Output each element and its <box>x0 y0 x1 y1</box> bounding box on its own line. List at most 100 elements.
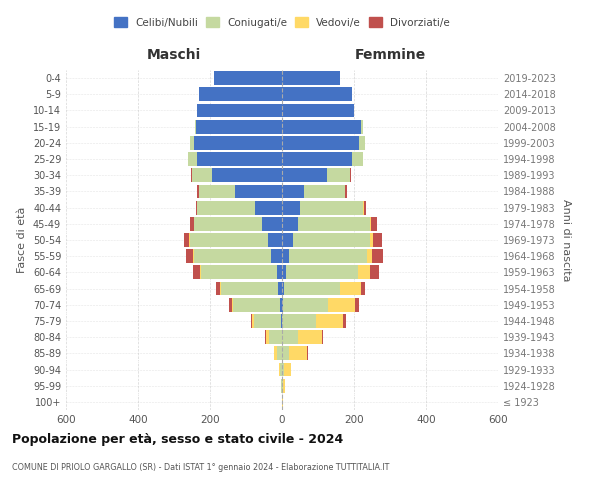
Bar <box>194 217 262 230</box>
Bar <box>282 200 300 214</box>
Bar <box>197 104 282 118</box>
Y-axis label: Fasce di età: Fasce di età <box>17 207 27 273</box>
Bar <box>282 330 298 344</box>
Bar <box>358 266 370 280</box>
Bar <box>278 282 282 296</box>
Bar <box>283 379 284 392</box>
Bar <box>277 346 282 360</box>
Bar <box>199 184 235 198</box>
Bar <box>343 314 346 328</box>
Bar <box>316 314 343 328</box>
Text: Popolazione per età, sesso e stato civile - 2024: Popolazione per età, sesso e stato civil… <box>12 432 343 446</box>
Bar <box>201 266 277 280</box>
Bar <box>345 184 347 198</box>
Bar <box>188 152 197 166</box>
Bar <box>232 298 233 312</box>
Legend: Celibi/Nubili, Coniugati/e, Vedovi/e, Divorziati/e: Celibi/Nubili, Coniugati/e, Vedovi/e, Di… <box>114 18 450 28</box>
Bar <box>282 266 286 280</box>
Bar <box>370 266 379 280</box>
Bar <box>284 282 340 296</box>
Bar <box>370 217 371 230</box>
Bar <box>193 250 194 263</box>
Bar <box>277 266 282 280</box>
Bar <box>196 120 282 134</box>
Bar <box>282 88 352 101</box>
Bar <box>282 184 304 198</box>
Bar <box>367 250 372 263</box>
Bar <box>293 233 370 247</box>
Bar <box>372 250 383 263</box>
Bar <box>352 152 363 166</box>
Bar <box>194 120 196 134</box>
Bar <box>268 233 282 247</box>
Bar <box>304 184 345 198</box>
Y-axis label: Anni di nascita: Anni di nascita <box>561 198 571 281</box>
Bar <box>289 346 307 360</box>
Bar <box>282 104 354 118</box>
Bar <box>328 298 355 312</box>
Bar <box>282 346 289 360</box>
Bar <box>254 314 281 328</box>
Bar <box>298 217 370 230</box>
Text: Femmine: Femmine <box>355 48 425 62</box>
Bar <box>269 330 282 344</box>
Bar <box>281 379 282 392</box>
Bar <box>266 330 269 344</box>
Bar <box>298 330 322 344</box>
Bar <box>286 266 358 280</box>
Bar <box>340 282 361 296</box>
Bar <box>274 346 277 360</box>
Bar <box>281 314 282 328</box>
Bar <box>197 200 255 214</box>
Bar <box>373 233 382 247</box>
Bar <box>359 136 365 149</box>
Bar <box>265 330 266 344</box>
Bar <box>282 233 293 247</box>
Bar <box>196 200 197 214</box>
Bar <box>251 314 252 328</box>
Bar <box>190 136 194 149</box>
Bar <box>194 250 271 263</box>
Bar <box>197 152 282 166</box>
Bar <box>229 298 232 312</box>
Bar <box>190 233 268 247</box>
Bar <box>216 282 220 296</box>
Bar <box>271 250 282 263</box>
Bar <box>194 136 282 149</box>
Bar <box>282 71 340 85</box>
Bar <box>307 346 308 360</box>
Bar <box>282 282 284 296</box>
Bar <box>282 362 284 376</box>
Bar <box>282 168 327 182</box>
Bar <box>283 298 328 312</box>
Bar <box>322 330 323 344</box>
Bar <box>282 217 298 230</box>
Bar <box>221 282 278 296</box>
Bar <box>212 168 282 182</box>
Bar <box>370 233 373 247</box>
Bar <box>282 120 361 134</box>
Bar <box>185 250 193 263</box>
Bar <box>282 298 283 312</box>
Bar <box>364 200 365 214</box>
Bar <box>282 314 316 328</box>
Bar <box>280 362 282 376</box>
Bar <box>371 217 377 230</box>
Bar <box>252 314 254 328</box>
Bar <box>355 298 359 312</box>
Bar <box>191 168 192 182</box>
Bar <box>282 152 352 166</box>
Bar <box>199 88 282 101</box>
Bar <box>282 250 289 263</box>
Bar <box>214 71 282 85</box>
Bar <box>327 168 350 182</box>
Bar <box>184 233 190 247</box>
Bar <box>282 379 283 392</box>
Bar <box>220 282 221 296</box>
Bar <box>282 136 359 149</box>
Bar <box>192 168 212 182</box>
Bar <box>361 120 363 134</box>
Bar <box>289 250 367 263</box>
Bar <box>361 282 365 296</box>
Bar <box>200 266 201 280</box>
